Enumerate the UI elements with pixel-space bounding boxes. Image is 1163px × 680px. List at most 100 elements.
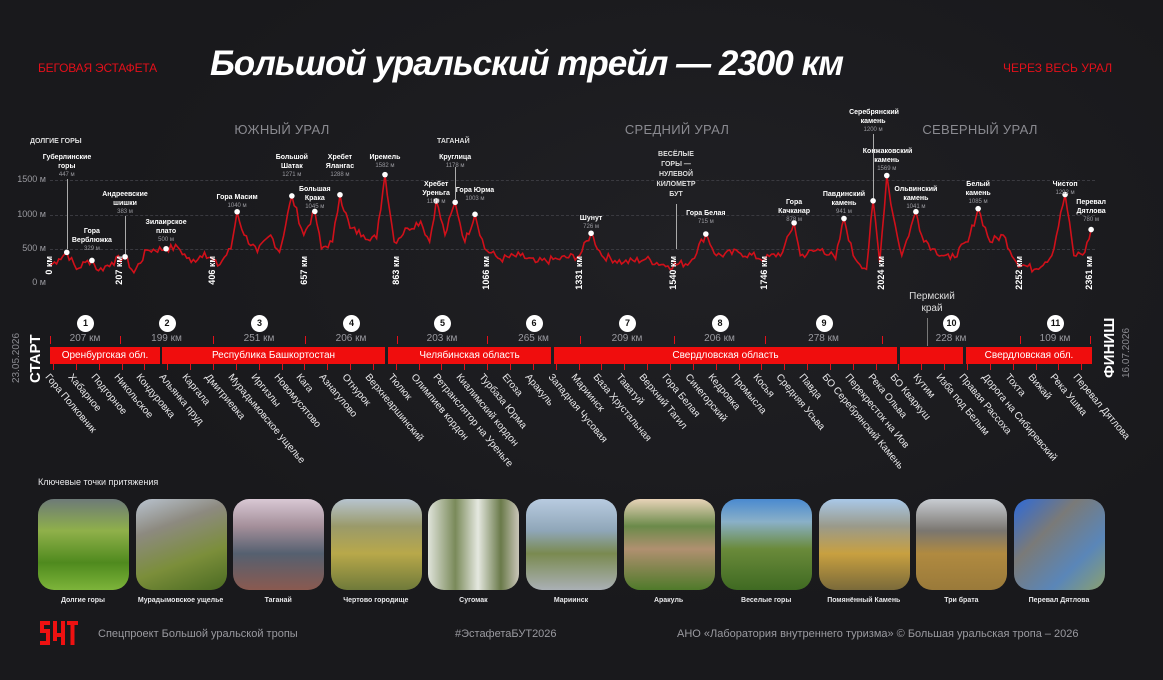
attraction-label: Чертово городище — [343, 597, 409, 604]
location-tick — [647, 364, 649, 370]
peak-marker — [312, 208, 318, 215]
km-tick — [487, 336, 488, 344]
peak-name: Круглица — [439, 154, 472, 161]
peak-elevation: 726 м — [583, 224, 599, 230]
attraction-photo[interactable] — [818, 499, 910, 590]
peak-label: Чистоп 1292 м — [1053, 180, 1078, 197]
location-tick — [761, 364, 763, 370]
grid-line — [50, 214, 1095, 216]
peak-marker — [913, 208, 919, 215]
peak-marker — [703, 231, 709, 237]
stage-distance: 206 км — [704, 333, 735, 344]
location-tick — [53, 364, 54, 370]
stage-number[interactable]: 9 — [815, 315, 833, 332]
peak-marker — [472, 211, 478, 218]
location-tick — [372, 364, 374, 370]
stage-number[interactable]: 6 — [525, 315, 543, 332]
peak-marker — [791, 220, 797, 226]
peak-label: Иремель 1582 м — [370, 153, 401, 170]
y-tick-label: 0 м — [32, 277, 46, 287]
attraction-photo[interactable] — [135, 499, 227, 590]
peak-label: Серебрянский камень 1200 м — [849, 108, 899, 134]
peak-elevation: 780 м — [1083, 217, 1100, 223]
peak-marker — [382, 171, 388, 178]
peak-elevation: 447 м — [58, 172, 75, 178]
location-tick — [464, 364, 466, 370]
peak-label: Перевал Дятлова 780 м — [1067, 198, 1115, 224]
peak-label: Шунут 726 м — [580, 214, 603, 231]
location-tick — [669, 364, 671, 370]
km-marker: 1066 км — [481, 256, 491, 290]
attraction-photo[interactable] — [428, 499, 520, 590]
location-tick — [532, 364, 534, 370]
peak-label: Гора Белая 715 м — [682, 209, 730, 226]
peak-marker — [163, 245, 169, 252]
attraction-photo[interactable] — [623, 499, 715, 590]
attraction-label: Три брата — [944, 597, 979, 604]
peak-elevation: 1040 м — [227, 203, 247, 209]
km-marker: 1331 км — [574, 256, 584, 290]
stage-number[interactable]: 10 — [943, 315, 960, 332]
region-segment: Свердловская обл. — [966, 347, 1092, 364]
stage-number[interactable]: 7 — [619, 315, 636, 332]
peak-marker — [63, 249, 70, 256]
peak-elevation: 329 м — [84, 246, 100, 252]
peak-elevation: 1271 м — [282, 172, 302, 178]
peak-elevation: 715 м — [697, 219, 714, 225]
peak-name: Хребет Ялангас — [325, 154, 355, 170]
attraction-photo[interactable] — [1014, 499, 1105, 590]
peak-name: Гора Верблюжка — [71, 228, 112, 244]
peak-elevation: 1085 м — [968, 199, 988, 205]
peak-elevation: 878 м — [786, 217, 802, 223]
leader-line — [455, 167, 457, 200]
peak-elevation: 1045 м — [305, 204, 325, 210]
stage-number[interactable]: 5 — [434, 315, 451, 332]
peak-label: Павдинский камень 941 м — [820, 190, 868, 216]
km-marker: 2024 км — [876, 256, 886, 290]
region-segment: Республика Башкортостан — [162, 347, 385, 364]
stage-distance: 209 км — [611, 333, 643, 344]
stage-number[interactable]: 3 — [251, 315, 268, 332]
peak-elevation: 1199 м — [426, 199, 446, 205]
location-tick — [738, 364, 740, 370]
attraction-label: Перевал Дятлова — [1028, 597, 1090, 604]
peak-marker — [870, 198, 876, 204]
peak-name: Гора Качканар — [778, 199, 811, 215]
location-tick — [350, 364, 352, 370]
left-tagline: БЕГОВАЯ ЭСТАФЕТА — [38, 61, 157, 75]
stage-distance: 203 км — [426, 333, 458, 344]
stage-number[interactable]: 4 — [343, 315, 360, 332]
km-tick — [765, 336, 766, 344]
stage-number[interactable]: 2 — [158, 315, 176, 332]
peak-elevation: 1288 м — [330, 172, 350, 178]
grid-line — [50, 180, 1095, 182]
stage-number[interactable]: 8 — [711, 315, 729, 332]
peak-marker — [588, 230, 594, 237]
start-label: СТАРТ — [27, 334, 44, 383]
attraction-photo[interactable] — [233, 499, 325, 590]
start-date: 23.05.2026 — [11, 332, 22, 383]
peak-label: Гора Юрма 1003 м — [451, 186, 499, 203]
peak-label: Большой Шатак 1271 м — [268, 153, 316, 179]
peak-label: Зилаирское плато 500 м — [142, 218, 190, 244]
peak-marker — [89, 257, 95, 264]
attraction-photo[interactable] — [526, 499, 617, 590]
attraction-photo[interactable] — [38, 499, 129, 590]
peak-elevation: 1292 м — [1055, 190, 1075, 196]
attraction-label: Аракуль — [653, 597, 684, 604]
attraction-photo[interactable] — [916, 499, 1008, 590]
location-tick — [555, 364, 557, 370]
stage-number[interactable]: 1 — [77, 315, 94, 332]
km-tick — [882, 336, 883, 344]
stage-number[interactable]: 11 — [1047, 315, 1064, 332]
peak-name: Большая Крака — [298, 186, 331, 202]
peak-label: Гора Масим 1040 м — [213, 193, 261, 210]
location-tick — [1035, 364, 1037, 370]
footer-copyright: АНО «Лаборатория внутреннего туризма» © … — [677, 628, 1079, 640]
leader-line — [873, 134, 875, 198]
location-tick — [578, 364, 580, 370]
attraction-label: Сугомак — [459, 597, 488, 604]
attraction-photo[interactable] — [330, 499, 422, 590]
page-title: Большой уральский трейл — 2300 км — [210, 44, 844, 83]
attraction-photo[interactable] — [721, 499, 813, 590]
